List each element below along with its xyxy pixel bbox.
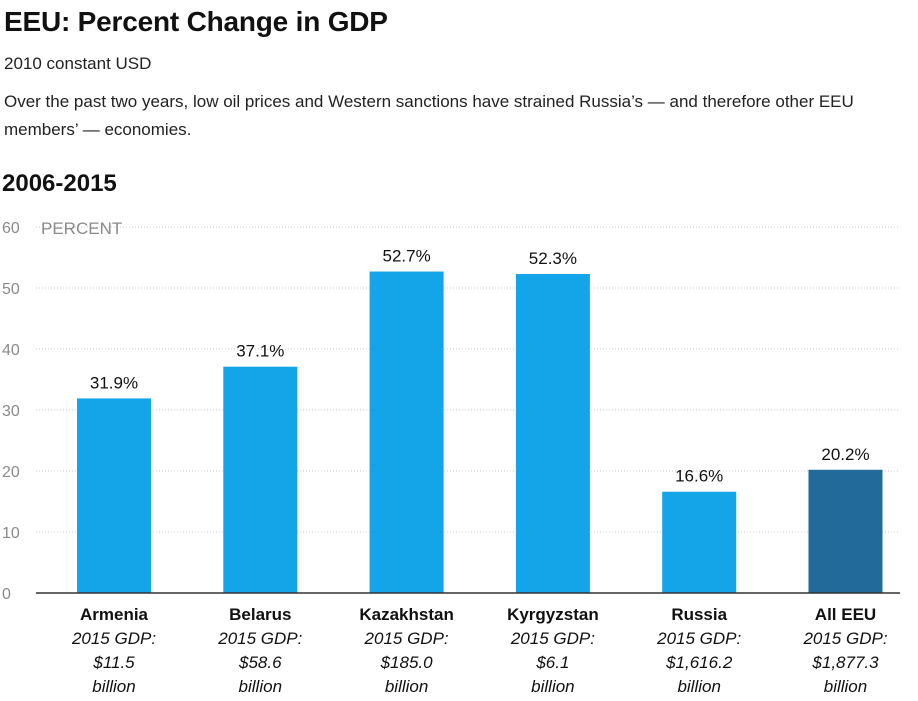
bar-value-label: 37.1% xyxy=(236,342,284,361)
chart-description: Over the past two years, low oil prices … xyxy=(4,92,854,139)
y-tick-label: 40 xyxy=(2,342,20,359)
gdp-annotation: billion xyxy=(677,677,720,696)
gdp-annotation: $6.1 xyxy=(535,653,569,672)
bar xyxy=(515,273,590,593)
y-tick-label: 30 xyxy=(2,403,20,420)
bar xyxy=(77,398,151,593)
gdp-annotation: 2015 GDP: xyxy=(71,629,156,648)
y-tick-label: 60 xyxy=(2,220,20,237)
bar xyxy=(223,366,298,593)
period-label: 2006-2015 xyxy=(2,170,117,197)
category-label: Kyrgyzstan xyxy=(507,605,599,624)
bar xyxy=(369,271,444,593)
category-label: Armenia xyxy=(80,605,149,624)
gdp-annotation: 2015 GDP: xyxy=(217,629,302,648)
bar-value-label: 16.6% xyxy=(675,467,723,486)
gdp-annotation: $1,877.3 xyxy=(811,653,879,672)
chart-subtitle: 2010 constant USD xyxy=(4,54,152,73)
bar xyxy=(662,491,737,593)
gdp-annotation: $58.6 xyxy=(238,653,282,672)
category-label: Russia xyxy=(671,605,727,624)
bar-chart: 0 10 20 30 40 50 60 PERCENT 31.9% Armenia 2015 GDP… xyxy=(2,219,900,696)
category-label: All EEU xyxy=(815,605,876,624)
gdp-annotation: 2015 GDP: xyxy=(364,629,449,648)
chart-title: EEU: Percent Change in GDP xyxy=(4,6,388,37)
gdp-annotation: $1,616.2 xyxy=(665,653,733,672)
gdp-annotation: $11.5 xyxy=(92,653,135,672)
bar-value-label: 31.9% xyxy=(90,373,138,392)
gdp-annotation: billion xyxy=(385,677,428,696)
bar-value-label: 20.2% xyxy=(821,445,869,464)
gdp-annotation: billion xyxy=(92,677,135,696)
gdp-annotation: billion xyxy=(239,677,282,696)
gdp-annotation: 2015 GDP: xyxy=(802,629,887,648)
gdp-annotation: 2015 GDP: xyxy=(656,629,741,648)
category-label: Kazakhstan xyxy=(359,605,453,624)
bar xyxy=(808,469,883,593)
gdp-annotation: 2015 GDP: xyxy=(510,629,595,648)
gdp-annotation: $185.0 xyxy=(380,653,434,672)
bar-value-label: 52.3% xyxy=(529,249,577,268)
bar-value-label: 52.7% xyxy=(382,247,430,266)
y-tick-label: 50 xyxy=(2,281,20,298)
y-tick-label: 10 xyxy=(2,525,20,542)
category-label: Belarus xyxy=(229,605,291,624)
y-axis-label: PERCENT xyxy=(41,219,122,238)
gdp-annotation: billion xyxy=(531,677,574,696)
y-tick-label: 0 xyxy=(2,586,11,603)
y-tick-label: 20 xyxy=(2,464,20,481)
gdp-annotation: billion xyxy=(824,677,867,696)
